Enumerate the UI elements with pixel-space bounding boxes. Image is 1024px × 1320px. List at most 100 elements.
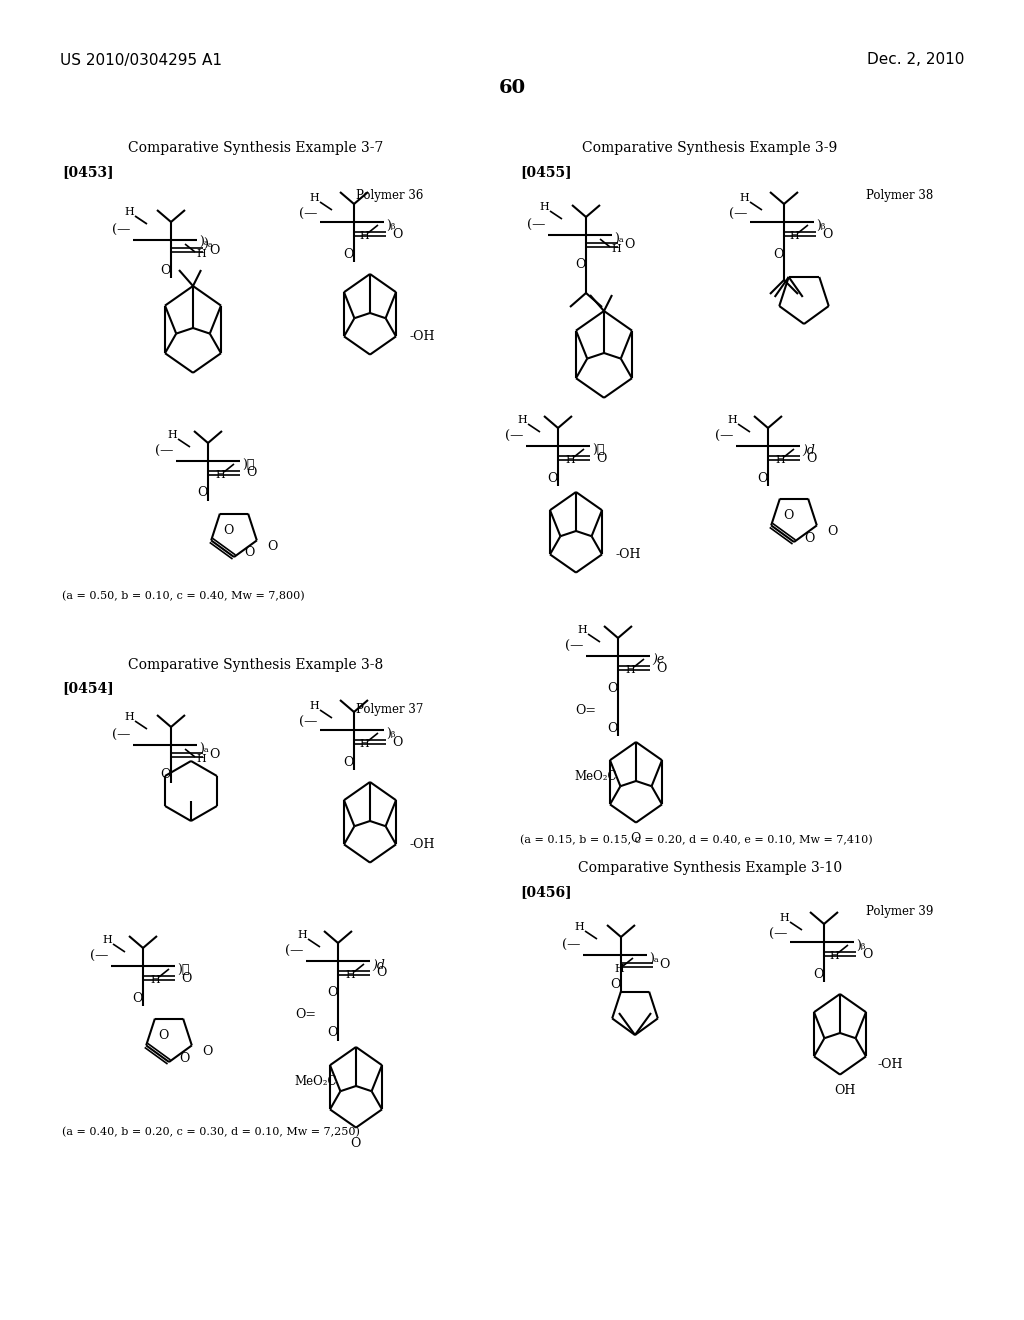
Text: US 2010/0304295 A1: US 2010/0304295 A1 (60, 53, 222, 67)
Text: H: H (574, 921, 584, 932)
Text: MeO₂C: MeO₂C (294, 1074, 337, 1088)
Text: O: O (343, 755, 353, 768)
Text: Comparative Synthesis Example 3-7: Comparative Synthesis Example 3-7 (128, 141, 384, 154)
Text: H: H (197, 754, 206, 764)
Text: O: O (181, 972, 191, 985)
Text: (—: (— (565, 639, 584, 652)
Text: O: O (659, 958, 670, 972)
Text: Polymer 37: Polymer 37 (356, 704, 424, 717)
Text: )ᵦ: )ᵦ (386, 219, 395, 232)
Text: (a = 0.50, b = 0.10, c = 0.40, Mw = 7,800): (a = 0.50, b = 0.10, c = 0.40, Mw = 7,80… (62, 591, 304, 601)
Text: O: O (209, 243, 219, 256)
Text: )ₐ: )ₐ (649, 953, 658, 965)
Text: O: O (160, 264, 170, 276)
Text: H: H (829, 950, 839, 961)
Text: )ᵦ: )ᵦ (856, 940, 865, 953)
Text: H: H (739, 193, 749, 203)
Text: H: H (614, 964, 624, 974)
Text: (—: (— (299, 207, 317, 220)
Text: (—: (— (112, 729, 130, 742)
Text: )e: )e (652, 653, 665, 667)
Text: O: O (783, 510, 794, 521)
Text: [0454]: [0454] (62, 681, 114, 696)
Text: O: O (596, 451, 606, 465)
Text: O: O (656, 661, 667, 675)
Text: H: H (578, 624, 587, 635)
Text: -OH: -OH (410, 330, 435, 343)
Text: H: H (151, 975, 160, 985)
Text: H: H (359, 739, 369, 748)
Text: O=: O= (295, 1008, 316, 1022)
Text: )꜀: )꜀ (592, 444, 604, 457)
Text: (—: (— (729, 207, 748, 220)
Text: (a = 0.15, b = 0.15, c = 0.20, d = 0.40, e = 0.10, Mw = 7,410): (a = 0.15, b = 0.15, c = 0.20, d = 0.40,… (520, 834, 872, 845)
Text: [0453]: [0453] (62, 165, 114, 180)
Text: H: H (775, 455, 784, 465)
Text: H: H (215, 470, 225, 480)
Text: (—: (— (562, 939, 581, 952)
Text: O: O (813, 968, 823, 981)
Text: O: O (773, 248, 783, 260)
Text: H: H (197, 249, 206, 259)
Text: -OH: -OH (410, 838, 435, 851)
Text: O: O (607, 722, 617, 734)
Text: O: O (202, 1045, 212, 1057)
Text: O: O (610, 978, 621, 991)
Text: [0455]: [0455] (520, 165, 571, 180)
Text: H: H (517, 414, 527, 425)
Text: (—: (— (505, 429, 523, 442)
Text: H: H (309, 193, 318, 203)
Text: O: O (244, 546, 254, 560)
Text: O: O (160, 768, 170, 781)
Text: O: O (392, 735, 402, 748)
Text: (a = 0.40, b = 0.20, c = 0.30, d = 0.10, Mw = 7,250): (a = 0.40, b = 0.20, c = 0.30, d = 0.10,… (62, 1127, 359, 1137)
Text: Comparative Synthesis Example 3-9: Comparative Synthesis Example 3-9 (583, 141, 838, 154)
Text: O: O (209, 748, 219, 762)
Text: )ₐ: )ₐ (199, 235, 209, 248)
Text: Comparative Synthesis Example 3-10: Comparative Synthesis Example 3-10 (578, 861, 842, 875)
Text: O: O (547, 471, 557, 484)
Text: O: O (624, 239, 635, 252)
Text: (—: (— (155, 445, 173, 458)
Text: (—: (— (715, 429, 733, 442)
Text: H: H (124, 711, 134, 722)
Text: H: H (565, 455, 574, 465)
Text: O: O (757, 471, 767, 484)
Text: O: O (197, 487, 207, 499)
Text: OH: OH (834, 1084, 855, 1097)
Text: H: H (727, 414, 737, 425)
Text: O: O (327, 1027, 337, 1040)
Text: O: O (267, 540, 278, 553)
Text: H: H (309, 701, 318, 711)
Text: (—: (— (90, 949, 109, 962)
Text: )ₐ: )ₐ (614, 232, 624, 246)
Text: )꜀: )꜀ (177, 964, 189, 977)
Text: H: H (625, 665, 635, 675)
Text: H: H (297, 931, 307, 940)
Text: H: H (167, 430, 177, 440)
Text: H: H (611, 244, 621, 253)
Text: Polymer 36: Polymer 36 (356, 189, 424, 202)
Text: (—: (— (285, 945, 303, 957)
Text: O=: O= (575, 704, 596, 717)
Text: Comparative Synthesis Example 3-8: Comparative Synthesis Example 3-8 (128, 657, 384, 672)
Text: O: O (862, 948, 872, 961)
Text: MeO₂C: MeO₂C (574, 770, 616, 783)
Text: H: H (345, 970, 355, 979)
Text: (—: (— (769, 928, 787, 940)
Text: Polymer 38: Polymer 38 (866, 189, 934, 202)
Text: )꜀: )꜀ (242, 458, 254, 471)
Text: 60: 60 (499, 79, 525, 96)
Text: H: H (124, 207, 134, 216)
Text: O: O (806, 451, 816, 465)
Text: O: O (826, 525, 838, 539)
Text: )ₐ: )ₐ (199, 742, 209, 755)
Text: O: O (179, 1052, 189, 1064)
Text: -OH: -OH (878, 1057, 903, 1071)
Text: O: O (246, 466, 256, 479)
Text: O: O (376, 966, 386, 979)
Text: (—: (— (299, 715, 317, 729)
Text: O: O (158, 1028, 169, 1041)
Text: O: O (804, 532, 814, 544)
Text: H: H (102, 935, 112, 945)
